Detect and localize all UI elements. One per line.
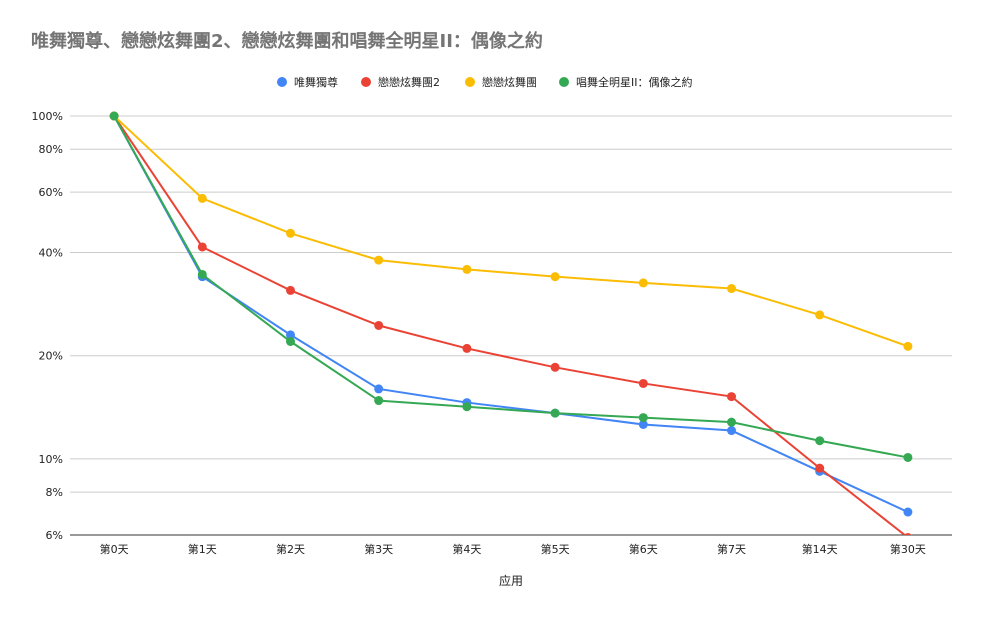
data-point <box>550 408 560 418</box>
series-1 <box>109 111 912 535</box>
x-tick-label: 第5天 <box>541 542 570 556</box>
x-tick-label: 第7天 <box>717 542 746 556</box>
series-lines <box>109 111 913 535</box>
data-point <box>197 193 207 203</box>
data-point <box>374 384 384 394</box>
legend-marker <box>465 77 475 87</box>
data-point <box>550 362 560 372</box>
y-tick-label: 6% <box>46 529 63 542</box>
gridlines <box>70 115 952 536</box>
x-tick-label: 第0天 <box>100 542 129 556</box>
data-point <box>638 278 648 288</box>
series-line <box>113 115 909 459</box>
data-point <box>286 285 295 295</box>
data-point <box>815 436 825 446</box>
data-point <box>286 330 295 340</box>
data-point <box>374 396 384 406</box>
legend-marker <box>559 77 569 87</box>
data-point <box>815 310 825 320</box>
data-point <box>286 336 295 346</box>
data-point <box>727 284 736 294</box>
data-point <box>638 413 648 423</box>
chart-title: 唯舞獨尊、戀戀炫舞團2、戀戀炫舞團和唱舞全明星II：偶像之約 <box>31 31 543 52</box>
series-line <box>113 115 909 348</box>
data-point <box>286 228 295 238</box>
data-point <box>638 420 648 430</box>
y-tick-label: 8% <box>46 486 63 499</box>
data-point <box>638 378 648 388</box>
series-2 <box>109 111 913 351</box>
series-line <box>113 115 909 513</box>
data-point <box>903 341 913 351</box>
data-point <box>197 269 207 279</box>
data-point <box>374 255 384 265</box>
legend-label: 唱舞全明星II：偶像之約 <box>576 75 693 89</box>
data-point <box>462 264 472 274</box>
x-tick-label: 第2天 <box>276 542 305 556</box>
data-point <box>109 111 119 121</box>
data-point <box>727 392 736 402</box>
data-point <box>904 533 912 535</box>
data-point <box>374 320 384 330</box>
y-tick-label: 100% <box>32 110 63 123</box>
x-axis-ticks: 第0天 第1天 第2天 第3天 第4天 第5天 第6天 第7天 第14天 第30天 <box>100 542 926 556</box>
data-point <box>815 463 825 473</box>
data-point <box>903 507 913 517</box>
data-point <box>727 417 736 427</box>
series-line <box>113 115 907 535</box>
legend-label: 唯舞獨尊 <box>294 75 338 89</box>
legend: 唯舞獨尊 戀戀炫舞團2 戀戀炫舞團 唱舞全明星II：偶像之約 <box>277 75 693 89</box>
x-tick-label: 第30天 <box>890 542 926 556</box>
x-tick-label: 第3天 <box>364 542 393 556</box>
y-tick-label: 20% <box>39 350 63 363</box>
legend-marker <box>277 77 287 87</box>
x-tick-label: 第14天 <box>802 542 838 556</box>
x-axis-title: 应用 <box>499 573 523 588</box>
legend-marker <box>361 77 371 87</box>
data-point <box>903 452 913 462</box>
series-3 <box>109 111 913 462</box>
y-tick-label: 60% <box>39 186 63 199</box>
data-point <box>550 272 560 282</box>
x-tick-label: 第6天 <box>629 542 658 556</box>
y-tick-label: 40% <box>39 246 63 259</box>
data-point <box>727 426 736 436</box>
legend-label: 戀戀炫舞團2 <box>378 75 440 89</box>
legend-label: 戀戀炫舞團 <box>482 75 537 89</box>
x-tick-label: 第1天 <box>188 542 217 556</box>
data-point <box>197 242 207 252</box>
y-tick-label: 10% <box>39 453 63 466</box>
y-tick-label: 80% <box>39 143 63 156</box>
data-point <box>462 402 472 412</box>
y-axis-ticks: 6% 8% 10% 20% 40% 60% 80% 100% <box>32 110 63 542</box>
x-tick-label: 第4天 <box>452 542 481 556</box>
series-0 <box>109 111 913 517</box>
data-point <box>462 343 472 353</box>
